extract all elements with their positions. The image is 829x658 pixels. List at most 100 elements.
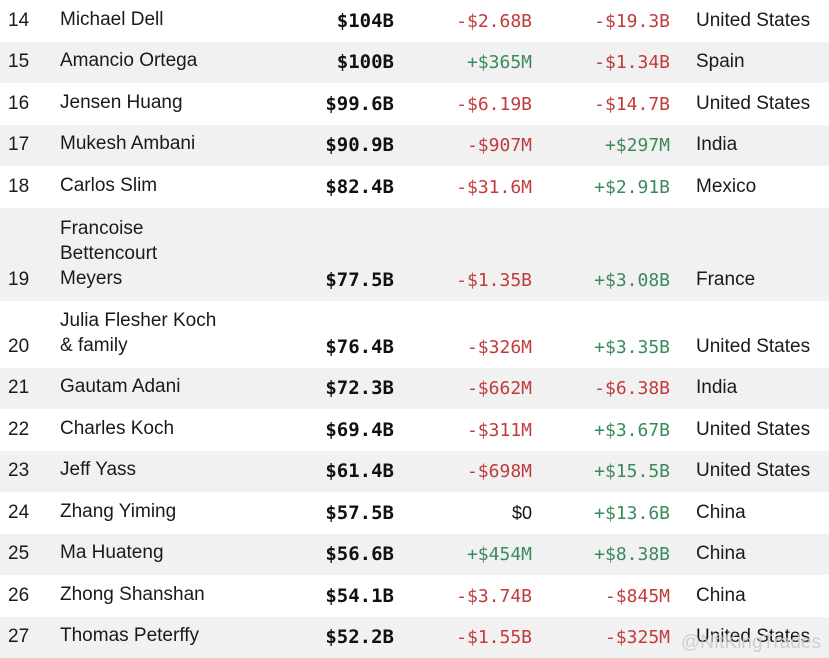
table-row: 22 Charles Koch $69.4B -$311M +$3.67B Un… — [0, 409, 829, 451]
net-worth-cell: $69.4B — [325, 419, 394, 441]
name-cell: Mukesh Ambani — [60, 133, 196, 154]
last-change-cell: +$454M — [466, 544, 532, 565]
last-change-cell: -$907M — [466, 135, 532, 156]
ytd-change-cell: -$19.3B — [594, 11, 670, 32]
net-worth-cell: $90.9B — [325, 134, 394, 156]
last-change-cell: -$1.35B — [456, 270, 532, 291]
table-row: 18 Carlos Slim $82.4B -$31.6M +$2.91B Me… — [0, 166, 829, 208]
name-cell: Jensen Huang — [60, 92, 183, 113]
table-row: 17 Mukesh Ambani $90.9B -$907M +$297M In… — [0, 125, 829, 166]
net-worth-cell: $57.5B — [325, 502, 394, 524]
last-change-cell: -$2.68B — [456, 11, 532, 32]
ytd-change-cell: +$3.67B — [594, 420, 670, 441]
table-row: 26 Zhong Shanshan $54.1B -$3.74B -$845M … — [0, 575, 829, 617]
net-worth-cell: $100B — [336, 51, 394, 73]
country-cell: Mexico — [696, 176, 757, 197]
country-cell: United States — [696, 10, 811, 31]
name-cell: Francoise Bettencourt Meyers — [60, 218, 158, 289]
ytd-change-cell: -$845M — [604, 586, 670, 607]
rank-cell: 16 — [8, 93, 30, 114]
ytd-change-cell: +$3.35B — [594, 337, 670, 358]
net-worth-cell: $82.4B — [325, 176, 394, 198]
net-worth-cell: $54.1B — [325, 585, 394, 607]
net-worth-cell: $52.2B — [325, 626, 394, 648]
country-cell: United States — [696, 93, 811, 114]
table-row: 15 Amancio Ortega $100B +$365M -$1.34B S… — [0, 42, 829, 83]
name-cell: Thomas Peterffy — [60, 625, 200, 646]
last-change-cell: $0 — [511, 503, 532, 523]
ytd-change-cell: +$2.91B — [594, 177, 670, 198]
rank-cell: 18 — [8, 176, 30, 197]
table-row: 27 Thomas Peterffy $52.2B -$1.55B -$325M… — [0, 617, 829, 658]
name-cell: Zhong Shanshan — [60, 584, 205, 605]
table-row: 24 Zhang Yiming $57.5B $0 +$13.6B China — [0, 492, 829, 534]
net-worth-cell: $76.4B — [325, 336, 394, 358]
country-cell: India — [696, 134, 738, 155]
table-row: 14 Michael Dell $104B -$2.68B -$19.3B Un… — [0, 0, 829, 42]
last-change-cell: +$365M — [466, 52, 532, 73]
last-change-cell: -$3.74B — [456, 586, 532, 607]
rank-cell: 24 — [8, 502, 30, 523]
net-worth-cell: $104B — [336, 10, 394, 32]
last-change-cell: -$31.6M — [456, 177, 532, 198]
table-row: 25 Ma Huateng $56.6B +$454M +$8.38B Chin… — [0, 534, 829, 575]
name-cell: Gautam Adani — [60, 376, 181, 397]
name-cell: Zhang Yiming — [60, 501, 177, 522]
rank-cell: 21 — [8, 377, 30, 398]
country-cell: United States — [696, 626, 811, 647]
name-cell: Julia Flesher Koch & family — [60, 310, 217, 356]
country-cell: Spain — [696, 51, 745, 72]
name-cell: Michael Dell — [60, 9, 164, 30]
country-cell: India — [696, 377, 738, 398]
rank-cell: 23 — [8, 460, 30, 481]
rank-cell: 25 — [8, 543, 30, 564]
ytd-change-cell: +$8.38B — [594, 544, 670, 565]
net-worth-cell: $77.5B — [325, 269, 394, 291]
rank-cell: 15 — [8, 51, 30, 72]
rank-cell: 22 — [8, 419, 30, 440]
country-cell: United States — [696, 336, 811, 357]
last-change-cell: -$662M — [466, 378, 532, 399]
ytd-change-cell: -$14.7B — [594, 94, 670, 115]
net-worth-cell: $61.4B — [325, 460, 394, 482]
ytd-change-cell: -$325M — [604, 627, 670, 648]
last-change-cell: -$311M — [466, 420, 532, 441]
ytd-change-cell: -$6.38B — [594, 378, 670, 399]
table-row: 20 Julia Flesher Koch & family $76.4B -$… — [0, 301, 829, 368]
name-cell: Jeff Yass — [60, 459, 137, 480]
ytd-change-cell: +$13.6B — [594, 503, 670, 524]
name-cell: Carlos Slim — [60, 175, 158, 196]
rank-cell: 27 — [8, 626, 30, 647]
last-change-cell: -$326M — [466, 337, 532, 358]
last-change-cell: -$1.55B — [456, 627, 532, 648]
table-row: 19 Francoise Bettencourt Meyers $77.5B -… — [0, 208, 829, 301]
name-cell: Charles Koch — [60, 418, 175, 439]
country-cell: China — [696, 543, 746, 564]
rank-cell: 19 — [8, 269, 30, 290]
rank-cell: 20 — [8, 336, 30, 357]
country-cell: China — [696, 502, 746, 523]
rank-cell: 14 — [8, 10, 30, 31]
ytd-change-cell: +$15.5B — [594, 461, 670, 482]
net-worth-cell: $99.6B — [325, 93, 394, 115]
watermark-text: @NftKingTrades — [680, 632, 821, 653]
country-cell: France — [696, 269, 756, 290]
ytd-change-cell: +$3.08B — [594, 270, 670, 291]
country-cell: United States — [696, 460, 811, 481]
table-row: 16 Jensen Huang $99.6B -$6.19B -$14.7B U… — [0, 83, 829, 125]
country-cell: China — [696, 585, 746, 606]
last-change-cell: -$6.19B — [456, 94, 532, 115]
rank-cell: 26 — [8, 585, 30, 606]
net-worth-cell: $56.6B — [325, 543, 394, 565]
last-change-cell: -$698M — [466, 461, 532, 482]
name-cell: Ma Huateng — [60, 542, 164, 563]
table-row: 21 Gautam Adani $72.3B -$662M -$6.38B In… — [0, 368, 829, 409]
ytd-change-cell: +$297M — [604, 135, 670, 156]
name-cell: Amancio Ortega — [60, 50, 198, 71]
net-worth-cell: $72.3B — [325, 377, 394, 399]
rank-cell: 17 — [8, 134, 30, 155]
table-row: 23 Jeff Yass $61.4B -$698M +$15.5B Unite… — [0, 451, 829, 492]
ytd-change-cell: -$1.34B — [594, 52, 670, 73]
country-cell: United States — [696, 419, 811, 440]
